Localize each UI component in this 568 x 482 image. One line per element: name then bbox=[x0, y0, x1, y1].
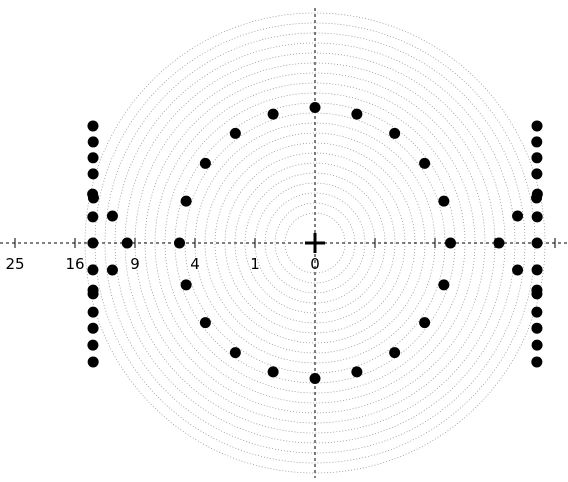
tick-label: 9 bbox=[130, 255, 140, 273]
data-point bbox=[309, 102, 321, 114]
data-point bbox=[531, 152, 543, 164]
grid-ring bbox=[114, 42, 516, 444]
data-point bbox=[512, 210, 524, 222]
data-point bbox=[121, 237, 133, 249]
data-point bbox=[531, 322, 543, 334]
data-point bbox=[531, 237, 543, 249]
data-point bbox=[174, 237, 186, 249]
data-point bbox=[438, 279, 450, 291]
data-point bbox=[531, 306, 543, 318]
data-point bbox=[419, 317, 431, 329]
data-point bbox=[531, 120, 543, 132]
data-point bbox=[351, 108, 363, 120]
data-point bbox=[87, 356, 99, 368]
data-point bbox=[229, 127, 241, 139]
data-point bbox=[87, 306, 99, 318]
data-point bbox=[199, 317, 211, 329]
data-point bbox=[87, 264, 99, 276]
tick-label: 25 bbox=[5, 255, 24, 273]
data-point bbox=[389, 347, 401, 359]
data-point bbox=[106, 210, 118, 222]
data-point bbox=[87, 136, 99, 148]
tick-label: 4 bbox=[190, 255, 200, 273]
data-point bbox=[389, 127, 401, 139]
data-point bbox=[87, 192, 99, 204]
data-point bbox=[531, 339, 543, 351]
data-point bbox=[87, 237, 99, 249]
tick-label: 1 bbox=[250, 255, 260, 273]
data-point bbox=[419, 157, 431, 169]
data-point bbox=[267, 366, 279, 378]
data-point bbox=[229, 347, 241, 359]
data-point bbox=[180, 279, 192, 291]
data-point bbox=[493, 237, 505, 249]
data-point bbox=[87, 322, 99, 334]
grid-ring bbox=[234, 162, 396, 324]
data-point bbox=[351, 366, 363, 378]
data-point bbox=[87, 211, 99, 223]
tick-label: 0 bbox=[310, 255, 320, 273]
data-point bbox=[106, 264, 118, 276]
grid-ring bbox=[84, 12, 546, 474]
data-point bbox=[438, 195, 450, 207]
data-point bbox=[267, 108, 279, 120]
data-point bbox=[531, 211, 543, 223]
data-point bbox=[531, 356, 543, 368]
data-point bbox=[309, 372, 321, 384]
data-point bbox=[87, 120, 99, 132]
data-point bbox=[87, 152, 99, 164]
data-point bbox=[87, 339, 99, 351]
data-point bbox=[531, 288, 543, 300]
data-point bbox=[199, 157, 211, 169]
data-point bbox=[87, 168, 99, 180]
data-point bbox=[531, 136, 543, 148]
tick-label: 16 bbox=[65, 255, 84, 273]
data-point bbox=[180, 195, 192, 207]
data-point bbox=[531, 168, 543, 180]
data-point bbox=[444, 237, 456, 249]
data-point bbox=[531, 192, 543, 204]
data-point bbox=[512, 264, 524, 276]
data-point bbox=[87, 288, 99, 300]
grid-ring bbox=[144, 72, 486, 414]
data-point bbox=[531, 264, 543, 276]
